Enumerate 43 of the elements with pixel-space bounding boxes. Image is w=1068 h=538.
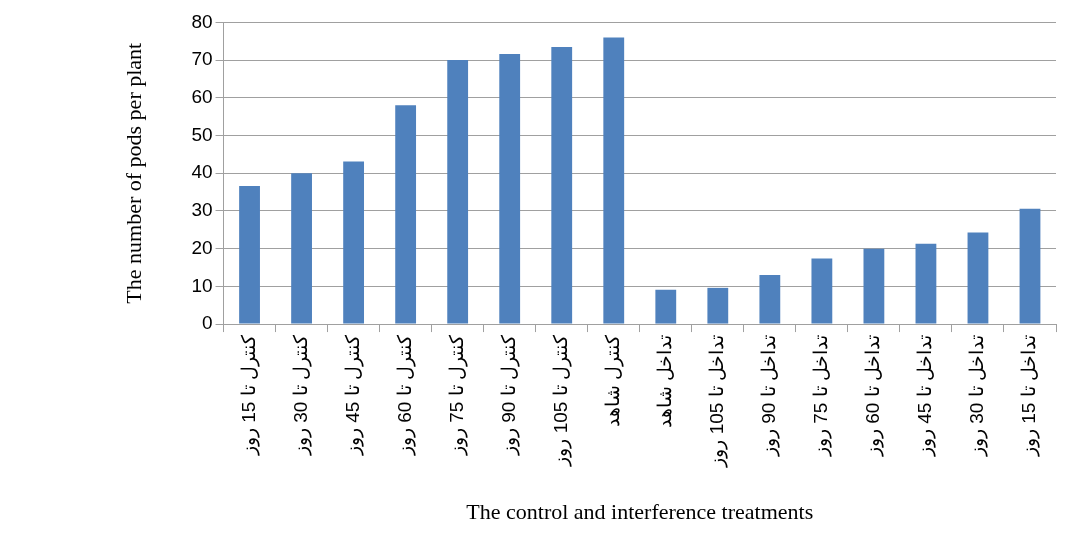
x-tick-label: تداخل تا 75 روز [810,335,833,458]
y-tick-label: 60 [191,86,213,108]
x-tick-label: کنترل تا 30 روز [289,334,312,457]
x-tick-label: کنترل تا 75 روز [445,334,468,457]
y-tick-label: 40 [191,161,213,183]
bar [863,248,885,324]
x-tick-label: تداخل تا 90 روز [758,335,781,458]
y-tick-label: 0 [201,312,213,334]
y-tick-label: 80 [191,10,213,32]
x-tick-label: کنترل شاهد [601,334,624,428]
x-tick-label: کنترل تا 60 روز [393,334,416,457]
bar [1019,208,1041,324]
y-tick-label: 30 [191,199,213,221]
x-tick-label: تداخل تا 60 روز [862,335,885,458]
y-tick-label: 50 [191,123,213,145]
bar [343,161,365,324]
x-tick-label: تداخل شاهد [654,335,676,429]
bar [551,46,573,324]
x-tick-label: کنترل تا 105 روز [549,334,572,467]
x-tick-label: تداخل تا 45 روز [914,335,937,458]
x-tick-label: تداخل تا 105 روز [706,335,729,468]
bar [239,186,260,324]
y-tick-label: 20 [191,236,213,258]
y-axis-title: The number of pods per plant [120,42,146,304]
bar [811,258,833,324]
x-tick-label: کنترل تا 45 روز [341,334,364,457]
bar [967,232,989,324]
bar [395,105,417,324]
bar [447,60,469,324]
x-tick-label: کنترل تا 15 روز [237,334,260,457]
y-tick-label: 70 [191,48,213,70]
bar [655,289,677,324]
x-axis-title: The control and interference treatments [466,498,814,524]
y-tick-label: 10 [191,274,213,296]
x-tick-label: تداخل تا 15 روز [1018,335,1041,458]
bar [603,37,625,324]
bar [759,275,781,324]
bar [499,54,521,324]
bar [707,287,729,324]
bar [915,243,937,324]
bar [291,173,312,324]
x-tick-label: کنترل تا 90 روز [497,334,520,457]
x-tick-label: تداخل تا 30 روز [966,335,989,458]
